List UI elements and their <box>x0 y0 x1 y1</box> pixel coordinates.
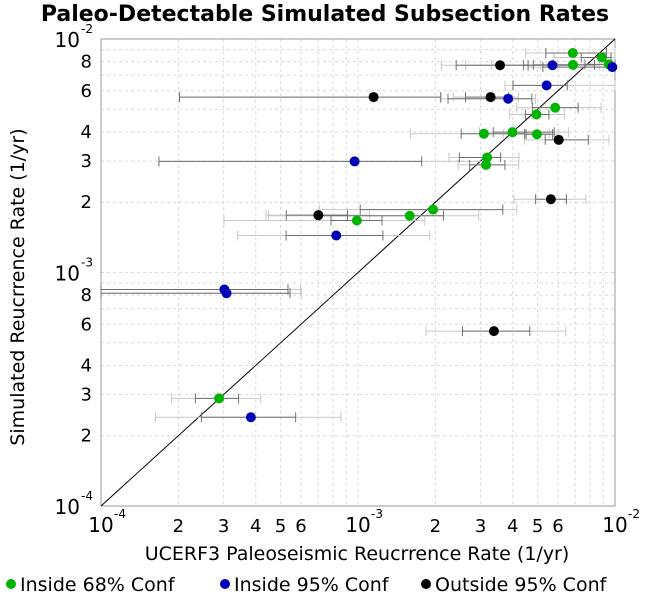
data-point-inside-95 <box>607 62 618 73</box>
data-point-inside-68 <box>550 102 561 113</box>
grid <box>101 39 615 506</box>
data-point-inside-95 <box>221 288 232 299</box>
data-point-inside-68 <box>531 129 542 140</box>
data-point-inside-68 <box>567 59 578 70</box>
y-tick-label: 2 <box>81 426 92 447</box>
data-point-inside-95 <box>547 60 558 71</box>
legend-label-outside-95: Outside 95% Conf <box>435 574 608 596</box>
data-point-inside-95 <box>503 93 514 104</box>
y-tick-label: 6 <box>81 314 92 335</box>
y-tick-label: 8 <box>81 52 92 73</box>
x-tick-exponent: -3 <box>371 507 383 521</box>
y-tick-exponent: -3 <box>81 256 93 270</box>
data-point-outside-95 <box>545 194 556 205</box>
y-tick-label: 2 <box>81 192 92 213</box>
reference-line <box>100 38 616 507</box>
y-tick-label: 3 <box>81 151 92 172</box>
data-point-inside-68 <box>404 210 415 221</box>
data-point-inside-68 <box>478 128 489 139</box>
x-tick-label: 2 <box>430 516 441 537</box>
y-tick-label: 10 <box>55 495 80 519</box>
x-tick-label: 3 <box>475 516 486 537</box>
data-point-inside-68 <box>428 204 439 215</box>
x-tick-label: 5 <box>532 516 543 537</box>
data-point-inside-68 <box>481 159 492 170</box>
data-point-inside-68 <box>214 393 225 404</box>
plot-frame <box>100 38 616 507</box>
x-tick-label: 10 <box>602 513 627 537</box>
data-point-outside-95 <box>368 92 379 103</box>
data-points <box>214 48 618 423</box>
legend-label-inside-68: Inside 68% Conf <box>20 574 176 596</box>
x-tick-label: 10 <box>88 513 113 537</box>
data-point-outside-95 <box>313 210 324 221</box>
x-tick-label: 5 <box>275 516 286 537</box>
legend-label-inside-95: Inside 95% Conf <box>234 574 390 596</box>
x-tick-label: 6 <box>295 516 306 537</box>
x-tick-label: 3 <box>218 516 229 537</box>
data-point-inside-95 <box>541 80 552 91</box>
legend-item-inside-95: Inside 95% Conf <box>220 574 390 596</box>
data-point-outside-95 <box>553 134 564 145</box>
legend-marker-outside-95 <box>421 579 431 589</box>
x-tick-exponent: -4 <box>114 507 126 521</box>
data-point-outside-95 <box>488 326 499 337</box>
x-axis-label: UCERF3 Paleoseismic Reucrrence Rate (1/y… <box>145 543 570 565</box>
chart-title: Paleo-Detectable Simulated Subsection Ra… <box>41 2 609 27</box>
data-point-inside-68 <box>531 109 542 120</box>
x-tick-label: 6 <box>552 516 563 537</box>
x-tick-label: 4 <box>507 516 518 537</box>
data-point-inside-68 <box>482 152 493 163</box>
error-bars <box>100 48 616 423</box>
legend: Inside 68% Conf Inside 95% Conf Outside … <box>6 574 608 596</box>
y-tick-label: 8 <box>81 285 92 306</box>
data-point-inside-68 <box>507 127 518 138</box>
y-tick-label: 4 <box>81 355 92 376</box>
y-axis-label: Simulated Reucrrence Rate (1/yr) <box>7 128 29 445</box>
data-point-outside-95 <box>485 92 496 103</box>
y-tick-label: 10 <box>55 262 80 286</box>
y-tick-label: 3 <box>81 385 92 406</box>
x-tick-label: 2 <box>173 516 184 537</box>
legend-item-outside-95: Outside 95% Conf <box>421 574 608 596</box>
x-tick-label: 4 <box>250 516 261 537</box>
legend-marker-inside-95 <box>220 579 230 589</box>
y-tick-exponent: -2 <box>81 22 93 36</box>
x-tick-label: 10 <box>345 513 370 537</box>
legend-item-inside-68: Inside 68% Conf <box>6 574 176 596</box>
data-point-inside-68 <box>596 52 607 63</box>
data-point-outside-95 <box>495 60 506 71</box>
x-axis-ticks: 10 -4 10 -3 10 -22 3 4 5 6 2 3 4 5 6 <box>88 507 640 537</box>
data-point-inside-95 <box>245 412 256 423</box>
y-tick-exponent: -4 <box>81 489 93 503</box>
data-point-inside-68 <box>567 48 578 59</box>
legend-marker-inside-68 <box>6 579 16 589</box>
y-tick-label: 4 <box>81 122 92 143</box>
y-tick-label: 6 <box>81 81 92 102</box>
x-tick-exponent: -2 <box>628 507 640 521</box>
data-point-inside-95 <box>331 230 342 241</box>
y-tick-label: 10 <box>55 28 80 52</box>
data-point-inside-95 <box>349 156 360 167</box>
data-point-inside-68 <box>351 215 362 226</box>
